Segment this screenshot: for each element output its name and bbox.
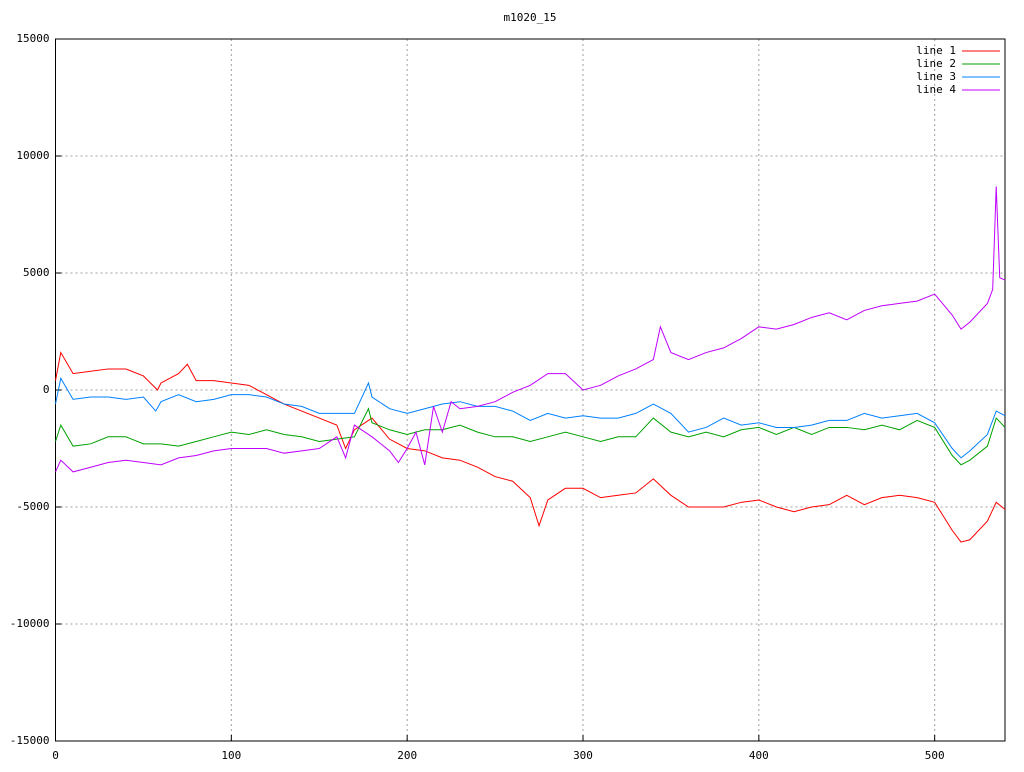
legend-label: line 2 (916, 57, 956, 70)
plot-border (55, 38, 1006, 742)
x-tick-label: 200 (397, 749, 417, 762)
y-tick-label: -5000 (16, 500, 49, 513)
x-tick-label: 300 (573, 749, 593, 762)
line (55, 186, 1006, 473)
legend-label: line 3 (916, 70, 956, 83)
x-tick-label: 0 (52, 749, 59, 762)
y-tick-label: 15000 (16, 32, 49, 45)
legend-label: line 1 (916, 44, 956, 57)
line (55, 351, 1006, 543)
line (55, 376, 1006, 459)
y-tick-label: 10000 (16, 149, 49, 162)
x-tick-label: 100 (221, 749, 241, 762)
y-tick-label: 0 (43, 383, 50, 396)
x-tick-label: 500 (925, 749, 945, 762)
x-tick-label: 400 (749, 749, 769, 762)
y-tick-label: 5000 (23, 266, 50, 279)
y-tick-label: -10000 (10, 617, 50, 630)
legend-label: line 4 (916, 83, 956, 96)
y-tick-label: -15000 (10, 734, 50, 747)
line (55, 407, 1006, 466)
chart-title: m1020_15 (504, 11, 557, 24)
